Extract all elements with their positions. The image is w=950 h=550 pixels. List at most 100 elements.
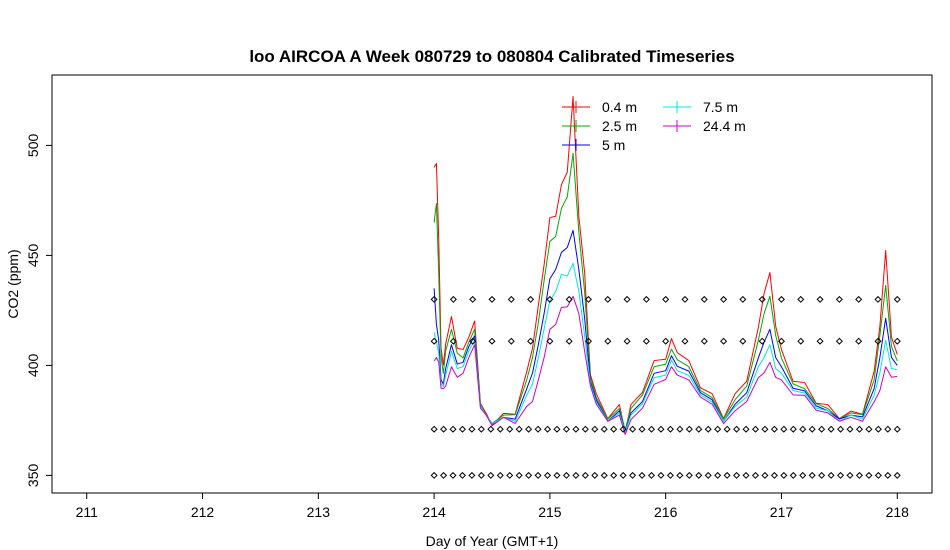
marker-point	[761, 471, 769, 479]
marker-point	[733, 471, 741, 479]
marker-point	[685, 425, 693, 433]
x-axis-label: Day of Year (GMT+1)	[426, 533, 559, 549]
marker-point	[846, 425, 854, 433]
marker-point	[777, 295, 785, 303]
marker-point	[507, 295, 515, 303]
x-tick-label: 214	[422, 504, 446, 520]
marker-point	[623, 295, 631, 303]
marker-point	[487, 425, 495, 433]
marker-point	[468, 425, 476, 433]
marker-point	[884, 471, 892, 479]
marker-point	[581, 471, 589, 479]
marker-point	[477, 425, 485, 433]
marker-point	[534, 425, 542, 433]
marker-point	[704, 425, 712, 433]
marker-point	[525, 471, 533, 479]
marker-point	[761, 425, 769, 433]
marker-point	[666, 425, 674, 433]
marker-point	[770, 425, 778, 433]
marker-point	[449, 337, 457, 345]
marker-point	[893, 337, 901, 345]
marker-point	[789, 425, 797, 433]
marker-point	[515, 425, 523, 433]
marker-point	[751, 425, 759, 433]
marker-point	[751, 471, 759, 479]
marker-point	[647, 425, 656, 433]
marker-point	[676, 425, 684, 433]
marker-point	[525, 425, 533, 433]
marker-point	[553, 425, 561, 433]
y-tick-label: 500	[25, 134, 41, 158]
legend-label: 7.5 m	[703, 99, 738, 115]
marker-point	[780, 425, 788, 433]
marker-point	[527, 295, 535, 303]
marker-point	[458, 425, 466, 433]
marker-point	[893, 471, 901, 479]
marker-point	[865, 425, 873, 433]
marker-point	[884, 425, 892, 433]
marker-layer	[430, 295, 901, 479]
x-tick-label: 218	[886, 504, 910, 520]
series-line-24-4-m	[433, 295, 898, 435]
marker-point	[681, 295, 689, 303]
legend-label: 5 m	[602, 137, 625, 153]
marker-point	[855, 425, 863, 433]
marker-point	[440, 425, 448, 433]
marker-point	[506, 425, 514, 433]
marker-point	[837, 471, 845, 479]
marker-point	[562, 425, 570, 433]
marker-point	[610, 471, 618, 479]
y-tick-label: 400	[25, 354, 41, 378]
marker-point	[816, 295, 824, 303]
marker-point	[739, 295, 747, 303]
marker-point	[430, 425, 438, 433]
marker-point	[657, 471, 665, 479]
marker-point	[720, 337, 728, 345]
marker-point	[835, 295, 843, 303]
x-tick-label: 216	[654, 504, 678, 520]
marker-point	[758, 295, 766, 303]
series-line-0-4-m	[433, 96, 898, 433]
marker-point	[818, 425, 826, 433]
marker-point	[458, 471, 466, 479]
marker-point	[584, 295, 592, 303]
legend-label: 2.5 m	[602, 118, 637, 134]
x-tick-label: 217	[770, 504, 794, 520]
marker-point	[629, 471, 637, 479]
marker-point	[742, 471, 750, 479]
marker-point	[600, 425, 608, 433]
marker-point	[827, 425, 835, 433]
marker-point	[742, 425, 750, 433]
marker-point	[685, 471, 693, 479]
marker-point	[527, 337, 535, 345]
marker-point	[544, 471, 552, 479]
marker-point	[662, 337, 670, 345]
marker-point	[855, 471, 863, 479]
marker-point	[507, 337, 515, 345]
marker-point	[874, 295, 882, 303]
marker-point	[515, 471, 523, 479]
marker-point	[642, 337, 650, 345]
marker-point	[874, 471, 882, 479]
x-tick-label: 211	[76, 504, 99, 520]
marker-point	[430, 295, 438, 303]
marker-point	[619, 471, 627, 479]
marker-point	[544, 425, 552, 433]
marker-point	[657, 425, 665, 433]
marker-point	[695, 471, 703, 479]
x-tick-label: 213	[307, 504, 331, 520]
marker-point	[496, 471, 504, 479]
marker-point	[546, 295, 554, 303]
marker-point	[449, 425, 457, 433]
marker-point	[714, 471, 722, 479]
marker-point	[619, 425, 627, 433]
marker-point	[733, 425, 741, 433]
marker-point	[553, 471, 561, 479]
marker-point	[770, 471, 778, 479]
marker-point	[468, 471, 476, 479]
x-tick-label: 212	[191, 504, 215, 520]
marker-point	[837, 425, 845, 433]
marker-point	[534, 471, 542, 479]
tick-layer: 211 212 213 214 215 216 217 218 350 400 450 500	[25, 134, 909, 520]
